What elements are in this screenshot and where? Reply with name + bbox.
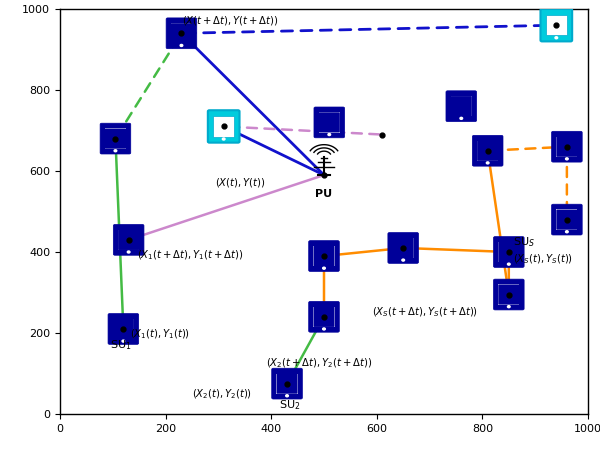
Text: $(X(t+\Delta t),Y(t+\Delta t))$: $(X(t+\Delta t),Y(t+\Delta t))$ bbox=[182, 14, 279, 27]
Text: $(X_2(t+\Delta t),Y_2(t+\Delta t))$: $(X_2(t+\Delta t),Y_2(t+\Delta t))$ bbox=[266, 356, 372, 370]
FancyBboxPatch shape bbox=[100, 123, 131, 154]
FancyBboxPatch shape bbox=[388, 233, 419, 263]
Text: $(X_S(t+\Delta t),Y_S(t+\Delta t))$: $(X_S(t+\Delta t),Y_S(t+\Delta t))$ bbox=[371, 306, 478, 319]
Circle shape bbox=[508, 306, 510, 308]
FancyBboxPatch shape bbox=[392, 238, 414, 258]
FancyBboxPatch shape bbox=[108, 314, 139, 344]
Bar bbox=[392, 238, 414, 258]
FancyBboxPatch shape bbox=[493, 279, 524, 310]
Circle shape bbox=[127, 251, 130, 253]
FancyBboxPatch shape bbox=[308, 241, 340, 271]
Bar bbox=[477, 140, 498, 161]
FancyBboxPatch shape bbox=[171, 23, 192, 43]
FancyBboxPatch shape bbox=[208, 110, 239, 143]
Bar bbox=[556, 210, 577, 230]
FancyBboxPatch shape bbox=[272, 368, 302, 399]
FancyBboxPatch shape bbox=[451, 96, 472, 116]
Circle shape bbox=[286, 395, 289, 397]
Circle shape bbox=[555, 37, 557, 39]
Circle shape bbox=[114, 150, 117, 152]
FancyBboxPatch shape bbox=[113, 225, 144, 255]
FancyBboxPatch shape bbox=[556, 137, 577, 157]
FancyBboxPatch shape bbox=[472, 135, 503, 166]
FancyBboxPatch shape bbox=[113, 319, 134, 339]
Circle shape bbox=[323, 267, 325, 269]
Bar bbox=[498, 284, 520, 305]
Text: $(X_1(t+\Delta t),Y_1(t+\Delta t))$: $(X_1(t+\Delta t),Y_1(t+\Delta t))$ bbox=[137, 248, 242, 261]
FancyBboxPatch shape bbox=[118, 230, 139, 250]
Circle shape bbox=[328, 134, 331, 135]
Circle shape bbox=[122, 340, 125, 342]
Circle shape bbox=[402, 259, 404, 261]
Text: PU: PU bbox=[316, 189, 332, 199]
Circle shape bbox=[323, 328, 325, 330]
Bar bbox=[113, 319, 134, 339]
Text: $(X_S(t),Y_S(t))$: $(X_S(t),Y_S(t))$ bbox=[513, 252, 573, 266]
FancyBboxPatch shape bbox=[446, 91, 476, 122]
Bar bbox=[498, 242, 520, 262]
Circle shape bbox=[566, 158, 568, 160]
Circle shape bbox=[566, 231, 568, 233]
Text: $(X_2(t),Y_2(t))$: $(X_2(t),Y_2(t))$ bbox=[192, 388, 252, 401]
FancyBboxPatch shape bbox=[277, 374, 298, 394]
FancyBboxPatch shape bbox=[308, 302, 340, 332]
FancyBboxPatch shape bbox=[313, 307, 335, 327]
Bar bbox=[171, 23, 192, 43]
FancyBboxPatch shape bbox=[556, 210, 577, 230]
Text: $\mathrm{SU}_S$: $\mathrm{SU}_S$ bbox=[513, 235, 535, 249]
FancyBboxPatch shape bbox=[105, 129, 126, 148]
FancyBboxPatch shape bbox=[493, 237, 524, 267]
Bar bbox=[313, 246, 335, 266]
FancyBboxPatch shape bbox=[498, 242, 520, 262]
FancyBboxPatch shape bbox=[313, 246, 335, 266]
Bar bbox=[319, 112, 340, 132]
Text: $(X_1(t),Y_1(t))$: $(X_1(t),Y_1(t))$ bbox=[130, 327, 190, 341]
Circle shape bbox=[180, 45, 183, 46]
Bar bbox=[556, 137, 577, 157]
FancyBboxPatch shape bbox=[477, 140, 498, 161]
Circle shape bbox=[508, 263, 510, 265]
Text: $(X(t),Y(t))$: $(X(t),Y(t))$ bbox=[215, 176, 266, 189]
Bar bbox=[313, 307, 335, 327]
Bar bbox=[546, 15, 567, 36]
Circle shape bbox=[487, 162, 489, 164]
FancyBboxPatch shape bbox=[166, 18, 197, 49]
Circle shape bbox=[460, 117, 463, 119]
Bar bbox=[213, 116, 234, 137]
Bar bbox=[118, 230, 139, 250]
FancyBboxPatch shape bbox=[541, 9, 572, 41]
FancyBboxPatch shape bbox=[551, 131, 582, 162]
Bar bbox=[105, 129, 126, 148]
FancyBboxPatch shape bbox=[498, 284, 520, 305]
Bar bbox=[451, 96, 472, 116]
Text: $\mathrm{SU}_2$: $\mathrm{SU}_2$ bbox=[279, 398, 301, 412]
Bar bbox=[277, 374, 298, 394]
Circle shape bbox=[223, 138, 225, 140]
FancyBboxPatch shape bbox=[551, 204, 582, 235]
Text: $\mathrm{SU}_1$: $\mathrm{SU}_1$ bbox=[110, 338, 132, 351]
FancyBboxPatch shape bbox=[314, 107, 344, 138]
FancyBboxPatch shape bbox=[319, 112, 340, 132]
